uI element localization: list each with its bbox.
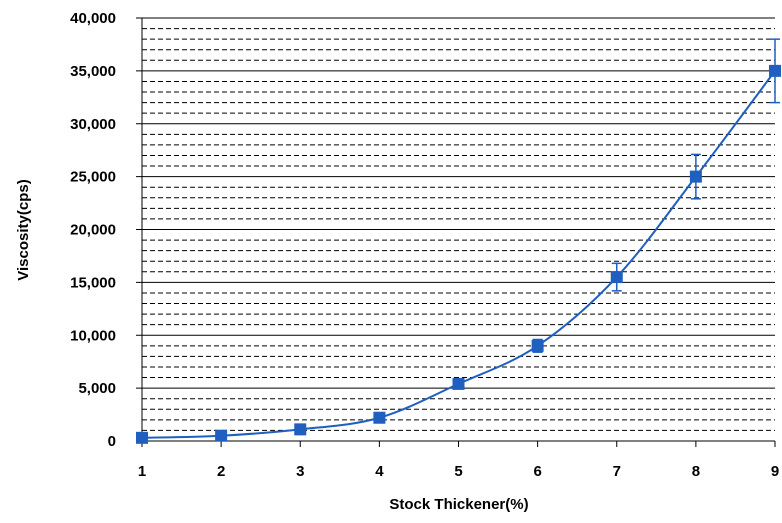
y-tick-label: 20,000 <box>70 222 116 239</box>
data-point <box>769 65 781 77</box>
x-tick-label: 7 <box>613 463 621 480</box>
y-tick-label: 40,000 <box>70 10 116 27</box>
x-axis-label: Stock Thickener(%) <box>389 496 528 513</box>
y-tick-label: 0 <box>108 433 116 450</box>
x-tick-label: 4 <box>375 463 384 480</box>
data-point <box>373 412 385 424</box>
y-tick-label: 15,000 <box>70 274 116 291</box>
y-tick-label: 5,000 <box>78 380 116 397</box>
x-tick-label: 1 <box>138 463 146 480</box>
x-tick-label: 3 <box>296 463 304 480</box>
x-tick-label: 6 <box>533 463 541 480</box>
x-tick-label: 9 <box>771 463 779 480</box>
series <box>136 39 781 444</box>
x-tick-label: 8 <box>692 463 700 480</box>
y-tick-label: 10,000 <box>70 327 116 344</box>
x-tick-labels: 1 2 3 4 5 6 7 8 9 <box>138 463 779 480</box>
data-point <box>294 423 306 435</box>
data-point <box>136 432 148 444</box>
x-tick-label: 2 <box>217 463 225 480</box>
y-tick-label: 30,000 <box>70 116 116 133</box>
data-point <box>453 378 465 390</box>
data-point <box>532 340 544 352</box>
y-tick-labels: 0 5,000 10,000 15,000 20,000 25,000 30,000 35,0… <box>70 10 116 450</box>
data-point <box>690 171 702 183</box>
data-point <box>215 430 227 442</box>
y-tick-label: 35,000 <box>70 63 116 80</box>
y-tick-label: 25,000 <box>70 169 116 186</box>
x-tick-label: 5 <box>454 463 462 480</box>
y-axis-label: Viscosity(cps) <box>15 179 32 280</box>
grid <box>142 18 775 430</box>
data-point <box>611 271 623 283</box>
